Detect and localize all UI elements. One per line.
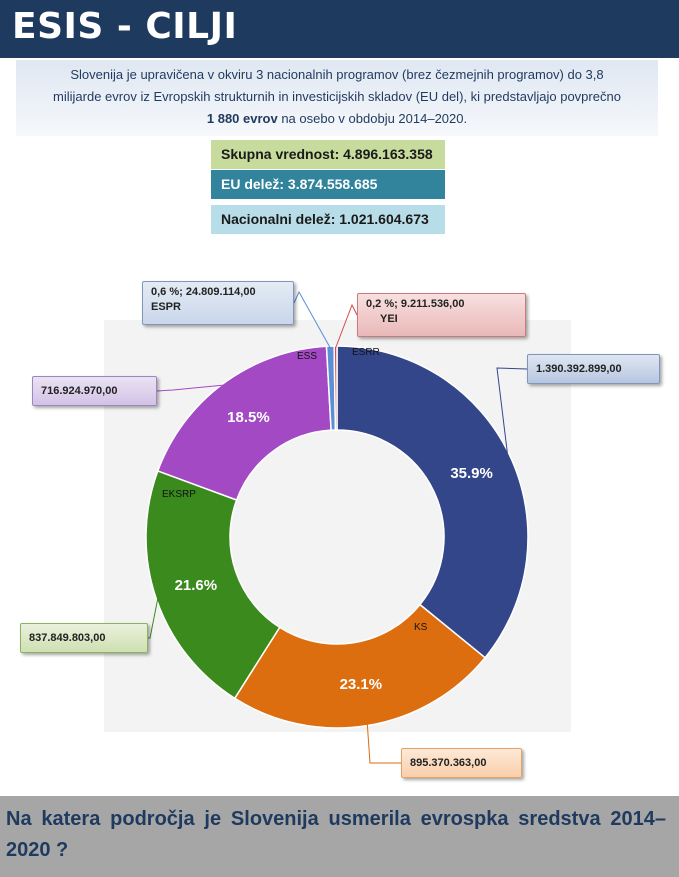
- leader-line-yei: [335, 303, 358, 349]
- question-banner: Na katera področja je Slovenija usmerila…: [0, 796, 679, 877]
- series-label-ess: ESS: [297, 351, 317, 362]
- percent-label-eksrp: 21.6%: [175, 577, 218, 594]
- callout-series-yei: YEI: [380, 313, 398, 325]
- series-label-ks: KS: [414, 622, 428, 633]
- intro-line-1: Slovenija je upravičena v okviru 3 nacio…: [70, 67, 604, 82]
- callout-value-ks: 895.370.363,00: [410, 757, 487, 769]
- callout-eksrp: 837.849.803,00: [20, 623, 148, 653]
- intro-text-box: Slovenija je upravičena v okviru 3 nacio…: [16, 60, 658, 136]
- percent-label-ks: 23.1%: [340, 676, 383, 693]
- intro-line-2: milijarde evrov iz Evropskih strukturnih…: [53, 89, 621, 104]
- callout-ess: 716.924.970,00: [32, 376, 157, 406]
- intro-line-3: 1 880 evrov na osebo v obdobju 2014–2020…: [26, 108, 648, 130]
- callout-espr: 0,6 %; 24.809.114,00 ESPR: [142, 281, 294, 325]
- slice-yei: [333, 345, 338, 431]
- slice-esrr: [336, 345, 529, 659]
- leader-line-ks: [366, 723, 401, 764]
- percent-label-ess: 18.5%: [227, 409, 270, 426]
- callout-value-esrr: 1.390.392.899,00: [536, 363, 622, 375]
- leader-line-esrr: [496, 367, 528, 456]
- intro-line-3-rest: na osebo v obdobju 2014–2020.: [277, 111, 468, 126]
- callout-value-yei: 0,2 %; 9.211.536,00: [366, 298, 465, 310]
- question-text: Na katera področja je Slovenija usmerila…: [6, 808, 666, 861]
- leader-line-eksrp: [148, 597, 159, 639]
- header-banner: ESIS - CILJI: [0, 0, 679, 58]
- intro-amount: 1 880 evrov: [206, 111, 278, 126]
- callout-value-espr: 0,6 %; 24.809.114,00: [151, 286, 256, 298]
- slice-ks: [233, 603, 487, 729]
- national-share-box: Nacionalni delež: 1.021.604.673: [211, 205, 445, 234]
- eu-share-box: EU delež: 3.874.558.685: [211, 170, 445, 199]
- callout-esrr: 1.390.392.899,00: [527, 354, 660, 384]
- callout-value-ess: 716.924.970,00: [41, 385, 118, 397]
- leader-line-ess: [156, 384, 225, 392]
- callout-yei: 0,2 %; 9.211.536,00 YEI: [357, 293, 526, 337]
- slice-ess: [156, 345, 332, 501]
- page-title: ESIS - CILJI: [12, 6, 238, 47]
- leader-line-espr: [293, 290, 331, 349]
- percent-label-esrr: 35.9%: [450, 465, 493, 482]
- callout-series-espr: ESPR: [151, 301, 181, 313]
- total-value-box: Skupna vrednost: 4.896.163.358: [211, 140, 445, 169]
- callout-value-eksrp: 837.849.803,00: [29, 632, 106, 644]
- slice-eksrp: [145, 470, 281, 700]
- callout-ks: 895.370.363,00: [401, 748, 522, 778]
- series-label-esrr: ESRR: [352, 347, 380, 358]
- series-label-eksrp: EKSRP: [162, 489, 196, 500]
